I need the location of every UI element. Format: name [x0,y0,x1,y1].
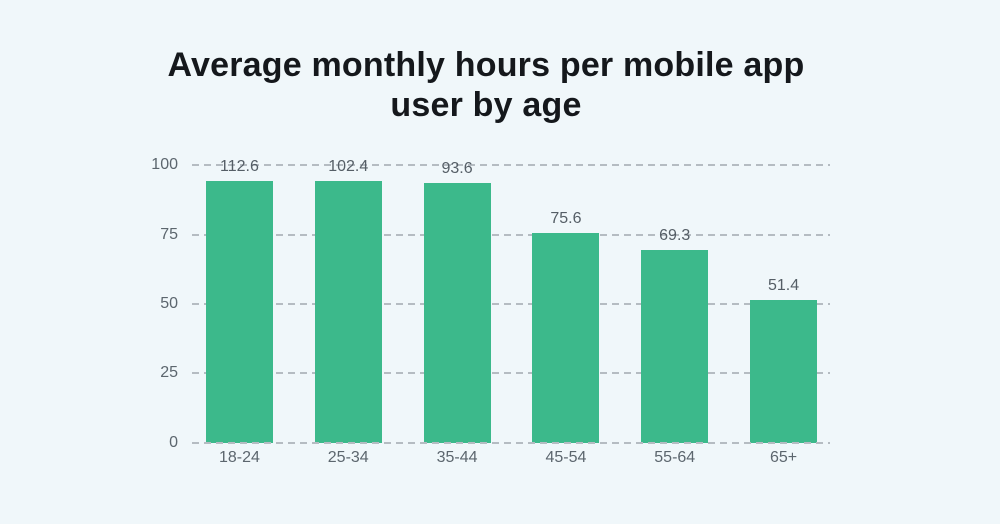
bar-45-54 [532,232,600,443]
bar-group-25-34: 102.4 [294,157,403,443]
bar-value-65+: 51.4 [767,277,800,295]
x-axis-label-45-54: 45-54 [545,449,587,466]
gridline-0 [192,441,830,444]
bar-18-24 [205,181,273,443]
bar-value-45-54: 75.6 [550,209,582,227]
gridline-75 [192,233,830,236]
bar-65+ [750,300,818,443]
bar-series: 112.6 102.4 93.6 75.6 69.3 51.4 [185,157,838,443]
y-axis-tick-50: 50 [160,294,178,312]
x-axis-label-25-34: 25-34 [327,449,369,466]
y-axis-tick-0: 0 [169,433,178,451]
x-axis-label-35-44: 35-44 [436,449,478,466]
y-axis-tick-75: 75 [160,225,178,243]
bar-value-18-24: 112.6 [219,158,259,175]
y-axis-tick-100: 100 [151,156,178,174]
gridline-50 [192,302,830,305]
y-axis-tick-25: 25 [160,364,178,382]
bar-group-45-54: 75.6 [511,157,620,443]
gridline-25 [192,372,830,375]
bar-group-18-24: 112.6 [185,157,294,443]
bar-value-55-64: 69.3 [659,227,691,245]
bar-35-44 [423,183,491,443]
x-axis-label-55-64: 55-64 [654,449,696,466]
bar-value-35-44: 93.6 [441,160,473,178]
x-axis-label-65+: 65+ [769,449,798,466]
bar-55-64 [641,250,709,443]
y-axis: 0 25 50 75 100 [118,156,178,450]
plot-area [192,157,830,444]
bar-value-25-34: 102.4 [328,158,369,175]
bar-group-35-44: 93.6 [403,157,512,443]
x-axis: 18-24 25-34 35-44 45-54 55-64 65+ [185,448,838,468]
x-axis-label-18-24: 18-24 [218,449,260,466]
gridline-100 [192,164,830,167]
bar-25-34 [314,181,382,443]
bar-group-65+: 51.4 [729,157,838,443]
bar-group-55-64: 69.3 [620,157,729,443]
chart-title: Average monthly hours per mobile app use… [167,46,805,124]
